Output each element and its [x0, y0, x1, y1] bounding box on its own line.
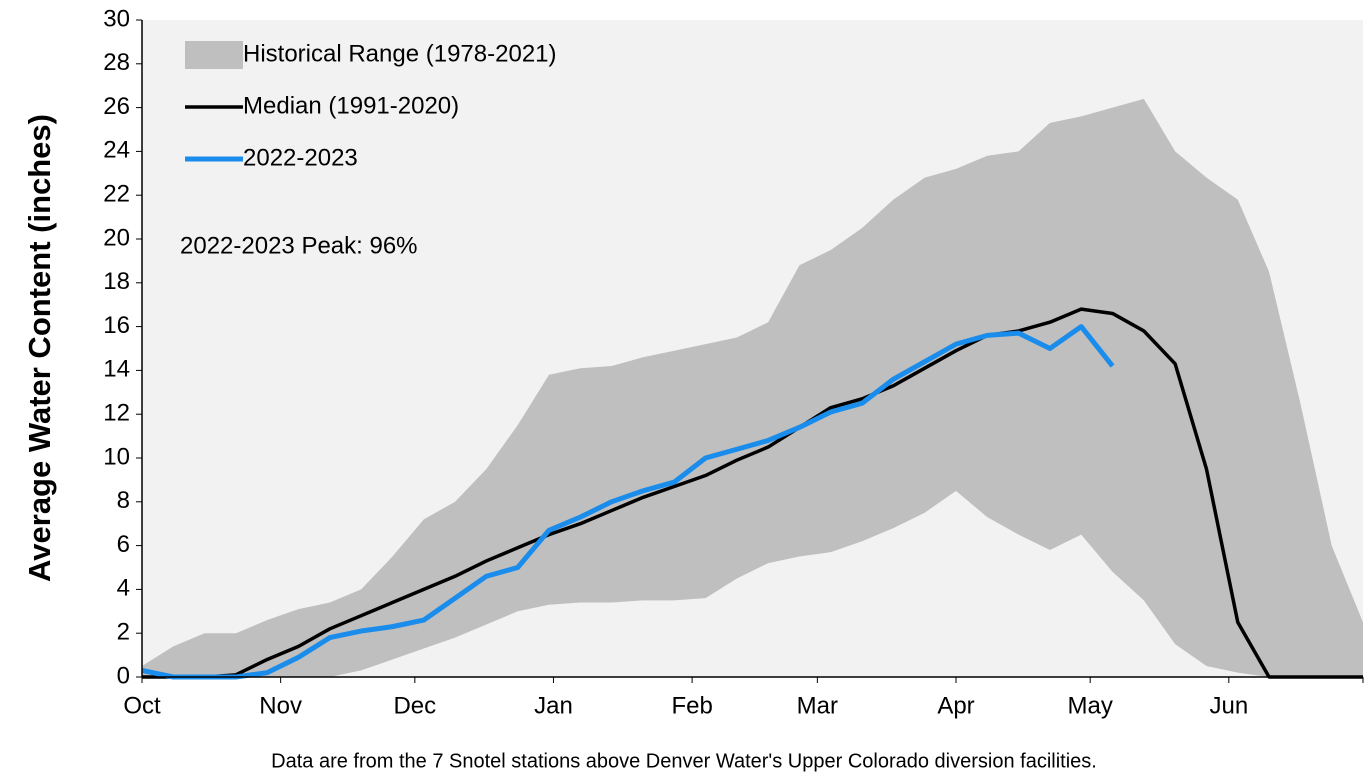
y-tick-label: 22	[103, 181, 130, 208]
legend-label: Historical Range (1978-2021)	[243, 40, 557, 67]
y-tick-label: 30	[103, 5, 130, 32]
x-tick-label: Dec	[393, 692, 436, 719]
annotation: 2022-2023 Peak: 96%	[180, 232, 418, 259]
x-tick-label: Apr	[937, 692, 974, 719]
x-tick-label: May	[1068, 692, 1113, 719]
legend-label: Median (1991-2020)	[243, 92, 459, 119]
series-line	[142, 307, 1363, 679]
y-tick-label: 0	[117, 662, 130, 689]
x-tick-label: Feb	[671, 692, 712, 719]
y-tick-label: 16	[103, 312, 130, 339]
y-tick-label: 20	[103, 224, 130, 251]
y-tick-label: 24	[103, 137, 130, 164]
y-tick-label: 8	[117, 487, 130, 514]
y-tick-label: 28	[103, 49, 130, 76]
legend-swatch	[185, 41, 243, 69]
y-axis-label: Average Water Content (inches)	[22, 114, 57, 582]
y-tick-label: 26	[103, 93, 130, 120]
x-tick-label: Jun	[1209, 692, 1248, 719]
x-tick-label: Jan	[534, 692, 573, 719]
y-tick-label: 12	[103, 400, 130, 427]
y-tick-label: 2	[117, 619, 130, 646]
y-tick-label: 18	[103, 268, 130, 295]
x-tick-label: Nov	[259, 692, 302, 719]
y-tick-label: 10	[103, 443, 130, 470]
y-tick-label: 14	[103, 356, 130, 383]
x-tick-label: Mar	[797, 692, 838, 719]
series-line	[141, 324, 1115, 680]
y-tick-label: 4	[117, 575, 130, 602]
legend-label: 2022-2023	[243, 144, 358, 171]
range-band	[142, 98, 1363, 678]
y-tick-label: 6	[117, 531, 130, 558]
footnote: Data are from the 7 Snotel stations abov…	[271, 750, 1097, 772]
x-tick-label: Oct	[123, 692, 161, 719]
